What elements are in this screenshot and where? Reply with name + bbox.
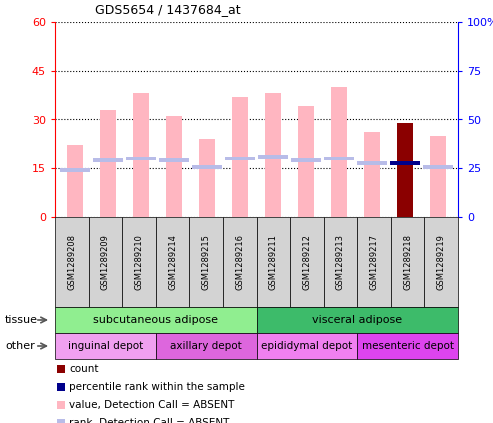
Bar (298, 107, 315, 217)
Bar (100, 110, 116, 217)
Text: GSM1289208: GSM1289208 (67, 234, 76, 290)
Text: GSM1289214: GSM1289214 (168, 234, 177, 290)
Bar (232, 97, 248, 217)
Bar (93, 158, 123, 162)
Bar (423, 165, 453, 169)
Bar (60, 168, 90, 172)
Text: GDS5654 / 1437684_at: GDS5654 / 1437684_at (95, 3, 241, 16)
Text: count: count (69, 364, 99, 374)
Text: GSM1289217: GSM1289217 (370, 234, 379, 290)
Bar (364, 132, 381, 217)
Text: GSM1289209: GSM1289209 (101, 234, 110, 290)
Bar (159, 158, 189, 162)
Bar (324, 157, 354, 160)
Text: mesenteric depot: mesenteric depot (362, 341, 454, 351)
Text: GSM1289219: GSM1289219 (437, 234, 446, 290)
Bar (331, 87, 348, 217)
Bar (258, 155, 288, 159)
Text: subcutaneous adipose: subcutaneous adipose (93, 315, 218, 325)
Text: GSM1289216: GSM1289216 (235, 234, 244, 290)
Bar (126, 157, 156, 160)
Bar (397, 123, 414, 217)
Text: rank, Detection Call = ABSENT: rank, Detection Call = ABSENT (69, 418, 229, 423)
Text: GSM1289210: GSM1289210 (135, 234, 143, 290)
Text: other: other (5, 341, 35, 351)
Bar (166, 116, 182, 217)
Text: visceral adipose: visceral adipose (312, 315, 402, 325)
Bar (225, 157, 255, 160)
Text: GSM1289212: GSM1289212 (302, 234, 312, 290)
Bar (133, 93, 149, 217)
Bar (265, 93, 282, 217)
Bar (357, 162, 387, 165)
Text: percentile rank within the sample: percentile rank within the sample (69, 382, 245, 392)
Text: GSM1289211: GSM1289211 (269, 234, 278, 290)
Text: axillary depot: axillary depot (170, 341, 242, 351)
Text: value, Detection Call = ABSENT: value, Detection Call = ABSENT (69, 400, 234, 410)
Text: GSM1289218: GSM1289218 (403, 234, 412, 290)
Bar (192, 165, 222, 169)
Text: GSM1289215: GSM1289215 (202, 234, 211, 290)
Bar (67, 146, 83, 217)
Text: inguinal depot: inguinal depot (68, 341, 143, 351)
Text: GSM1289213: GSM1289213 (336, 234, 345, 290)
Bar (199, 139, 215, 217)
Text: tissue: tissue (5, 315, 38, 325)
Text: epididymal depot: epididymal depot (261, 341, 352, 351)
Bar (430, 136, 447, 217)
Bar (390, 162, 420, 165)
Bar (291, 158, 321, 162)
